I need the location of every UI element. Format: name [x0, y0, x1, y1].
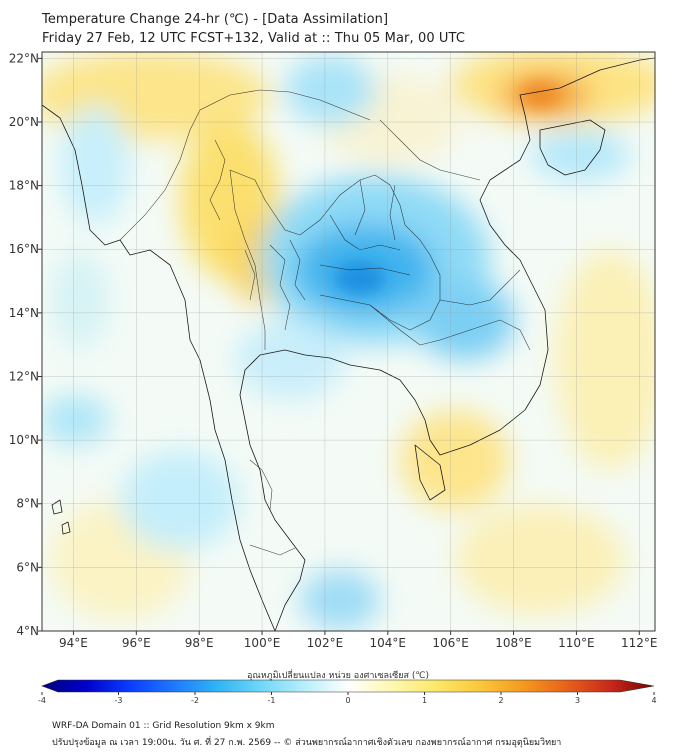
border-laos-north: [379, 119, 481, 181]
colorbar-tick-label: 2: [498, 696, 503, 705]
border-cambodia: [369, 304, 531, 351]
lat-label: 4°N: [16, 624, 39, 638]
province-b: [329, 214, 401, 251]
lat-label: 6°N: [16, 560, 39, 574]
colorbar-tick-label: 1: [422, 696, 427, 705]
island-andaman-1: [51, 499, 63, 515]
province-c: [319, 264, 411, 276]
cool-patch-bay-of-bengal: [50, 250, 110, 350]
warm-patch-south-east: [455, 505, 625, 615]
lat-label: 12°N: [9, 369, 39, 383]
coast-hainan: [539, 119, 606, 176]
lat-label: 14°N: [9, 306, 39, 320]
lon-label: 106°E: [432, 636, 469, 650]
lon-label: 108°E: [495, 636, 532, 650]
border-thailand-malaysia: [249, 544, 296, 556]
warm-patch-south-china-sea: [555, 250, 655, 470]
colorbar-tick-label: 3: [575, 696, 580, 705]
colorbar-tick-label: -1: [268, 696, 276, 705]
province-i: [249, 459, 273, 511]
lon-label: 112°E: [621, 636, 658, 650]
latitude-labels: 22°N 20°N 18°N 16°N 14°N 12°N 10°N 8°N 6°N 4°N: [9, 51, 42, 638]
warm-core: [520, 83, 560, 107]
coastlines: [42, 57, 655, 631]
colorbar-tick-label: 4: [651, 696, 656, 705]
cool-patch-bangladesh: [60, 105, 130, 225]
lat-label: 18°N: [9, 179, 39, 193]
temperature-field: [42, 52, 655, 631]
cool-patch-hainan: [530, 130, 630, 180]
colorbar-bar: [41, 679, 655, 693]
cool-patch-andaman: [42, 395, 110, 445]
borders: [119, 89, 531, 556]
lon-label: 110°E: [558, 636, 595, 650]
lat-label: 10°N: [9, 433, 39, 447]
lon-label: 102°E: [307, 636, 344, 650]
province-g: [389, 184, 396, 241]
cool-patch-south: [300, 570, 380, 630]
coast-east: [239, 57, 655, 631]
map-title: Temperature Change 24-hr (℃) - [Data Ass…: [42, 12, 389, 27]
lat-label: 22°N: [9, 51, 39, 65]
colorbar-tick-label: -2: [191, 696, 199, 705]
lon-label: 94°E: [59, 636, 88, 650]
province-a: [289, 239, 306, 301]
province-f: [209, 139, 226, 221]
footer-model-info: WRF-DA Domain 01 :: Grid Resolution 9km …: [52, 721, 275, 731]
lat-label: 20°N: [9, 115, 39, 129]
colorbar: -4 -3 -2 -1 0 1 2 3 4: [38, 679, 657, 705]
coast-ca-mau: [414, 444, 446, 501]
colorbar-tick-label: 0: [345, 696, 350, 705]
cool-patch-gulf-thailand: [235, 320, 345, 400]
border-laos-vietnam: [439, 269, 521, 306]
cool-patch-yunnan: [285, 55, 375, 125]
footer-update-info: ปรับปรุงข้อมูล ณ เวลา 19:00น. วัน ศ. ที่…: [52, 738, 562, 748]
warm-patch-mekong-delta: [400, 410, 510, 510]
cool-core: [335, 262, 385, 294]
province-e: [244, 249, 256, 301]
colorbar-title: อุณหภูมิเปลี่ยนแปลง หน่วย องศาเซลเซียส (…: [246, 671, 430, 681]
lon-label: 104°E: [370, 636, 407, 650]
lat-label: 8°N: [16, 497, 39, 511]
island-andaman-2: [61, 521, 71, 535]
colorbar-ticks: -4 -3 -2 -1 0 1 2 3 4: [38, 692, 657, 705]
border-thailand-laos: [229, 169, 441, 331]
province-h: [354, 179, 366, 236]
map-subtitle: Friday 27 Feb, 12 UTC FCST+132, Valid at…: [42, 31, 465, 46]
province-d: [269, 244, 291, 331]
graticule: [42, 52, 655, 631]
border-thailand-myanmar: [229, 169, 266, 350]
lat-label: 16°N: [9, 242, 39, 256]
colorbar-tick-label: -4: [38, 696, 46, 705]
longitude-labels: 94°E 96°E 98°E 100°E 102°E 104°E 106°E 108°E 110…: [59, 631, 658, 650]
cool-patch-andaman-sea: [120, 450, 240, 550]
colorbar-tick-label: -3: [115, 696, 123, 705]
map-figure: 94°E 96°E 98°E 100°E 102°E 104°E 106°E 108°E 110…: [9, 51, 658, 705]
lon-label: 96°E: [122, 636, 151, 650]
lon-label: 98°E: [185, 636, 214, 650]
border-myanmar-china: [119, 89, 371, 241]
coast-west: [42, 104, 276, 631]
plot-frame: [41, 51, 656, 632]
lon-label: 100°E: [244, 636, 281, 650]
